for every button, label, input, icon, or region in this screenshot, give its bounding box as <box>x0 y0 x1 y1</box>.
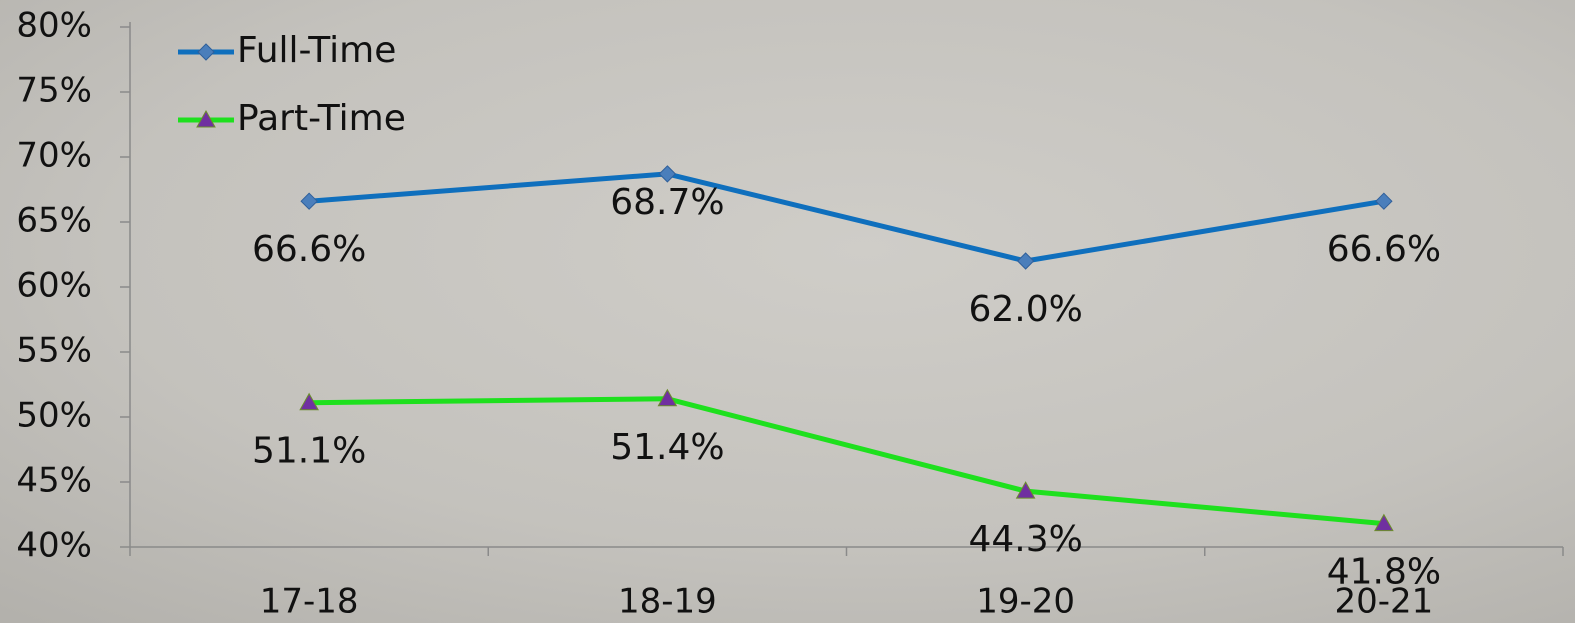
y-tick-label: 60% <box>16 266 92 306</box>
marker <box>657 388 678 407</box>
marker <box>658 165 677 183</box>
legend-label: Full-Time <box>237 30 396 71</box>
marker <box>1375 192 1393 210</box>
x-tick-label: 18-19 <box>618 582 717 622</box>
marker <box>1374 513 1394 532</box>
legend-marker <box>197 43 215 61</box>
legend-marker <box>196 109 216 128</box>
y-tick-label: 40% <box>16 526 92 566</box>
y-tick-label: 70% <box>16 136 92 176</box>
y-tick-label: 80% <box>16 6 92 46</box>
x-tick-label: 17-18 <box>260 582 359 622</box>
marker <box>1015 481 1036 499</box>
data-label: 66.6% <box>1327 229 1441 270</box>
marker <box>300 192 318 210</box>
x-tick-label: 19-20 <box>976 582 1075 622</box>
y-tick-label: 55% <box>16 331 92 371</box>
data-label: 62.0% <box>968 289 1082 330</box>
marker <box>299 392 319 411</box>
data-label: 68.7% <box>610 182 724 223</box>
legend-label: Part-Time <box>237 98 406 139</box>
data-label: 44.3% <box>968 519 1082 560</box>
series-line <box>309 396 1385 527</box>
data-label: 51.4% <box>610 427 724 468</box>
y-tick-label: 50% <box>16 396 92 436</box>
y-tick-label: 45% <box>16 461 92 501</box>
y-tick-label: 75% <box>16 71 92 111</box>
marker <box>1016 252 1035 270</box>
x-tick-label: 20-21 <box>1334 582 1433 622</box>
data-label: 41.8% <box>1327 552 1441 593</box>
data-label: 51.1% <box>252 431 366 472</box>
y-tick-label: 65% <box>16 201 92 241</box>
series-line <box>308 171 1385 264</box>
data-label: 66.6% <box>252 229 366 270</box>
